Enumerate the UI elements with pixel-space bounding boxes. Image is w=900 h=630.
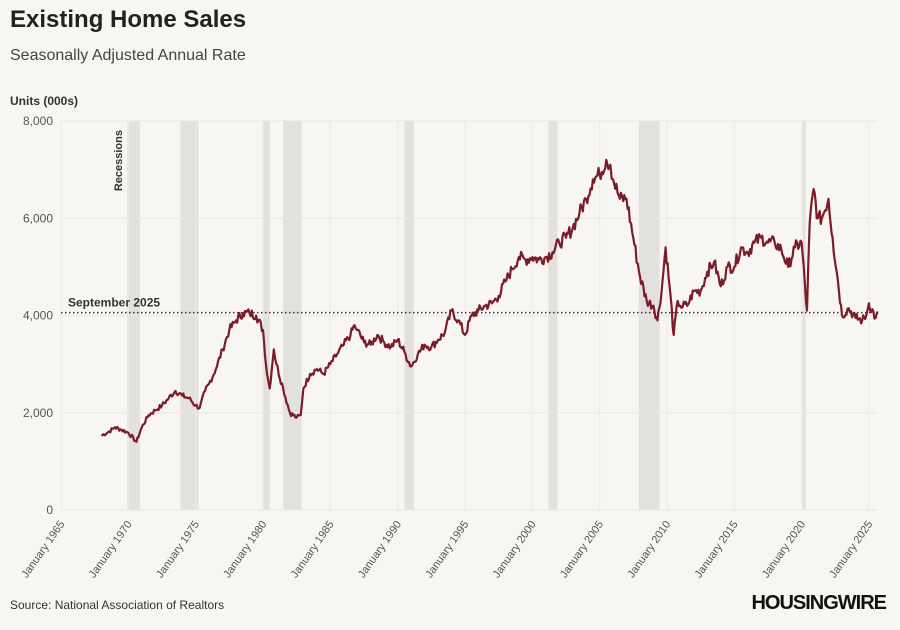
x-tick-label: January 2010: [625, 519, 673, 580]
reference-line-label: September 2025: [68, 296, 160, 310]
chart-subtitle: Seasonally Adjusted Annual Rate: [10, 47, 246, 64]
x-tick-label: January 2005: [558, 519, 606, 580]
x-tick-label: January 2025: [827, 519, 875, 580]
x-tick-label: January 1975: [154, 519, 202, 580]
recessions-label: Recessions: [113, 130, 125, 191]
y-tick-label: 8,000: [23, 114, 53, 128]
y-tick-label: 6,000: [23, 211, 53, 225]
y-tick-label: 2,000: [23, 406, 53, 420]
y-tick-label: 0: [46, 503, 53, 517]
housingwire-logo: HOUSINGWIRE: [751, 592, 887, 614]
x-tick-label: January 1970: [87, 519, 135, 580]
chart-title: Existing Home Sales: [10, 6, 247, 33]
series-line: [100, 158, 879, 443]
x-tick-label: January 1985: [289, 519, 337, 580]
x-tick-label: January 1995: [423, 519, 471, 580]
x-tick-label: January 1990: [356, 519, 404, 580]
x-tick-label: January 2000: [491, 519, 539, 580]
y-tick-label: 4,000: [23, 309, 53, 323]
x-tick-label: January 1980: [221, 519, 269, 580]
source-note: Source: National Association of Realtors: [10, 598, 225, 612]
x-tick-label: January 2020: [760, 519, 808, 580]
y-axis-label: Units (000s): [10, 94, 78, 108]
x-tick-label: January 2015: [693, 519, 741, 580]
x-tick-label: January 1965: [19, 519, 67, 580]
